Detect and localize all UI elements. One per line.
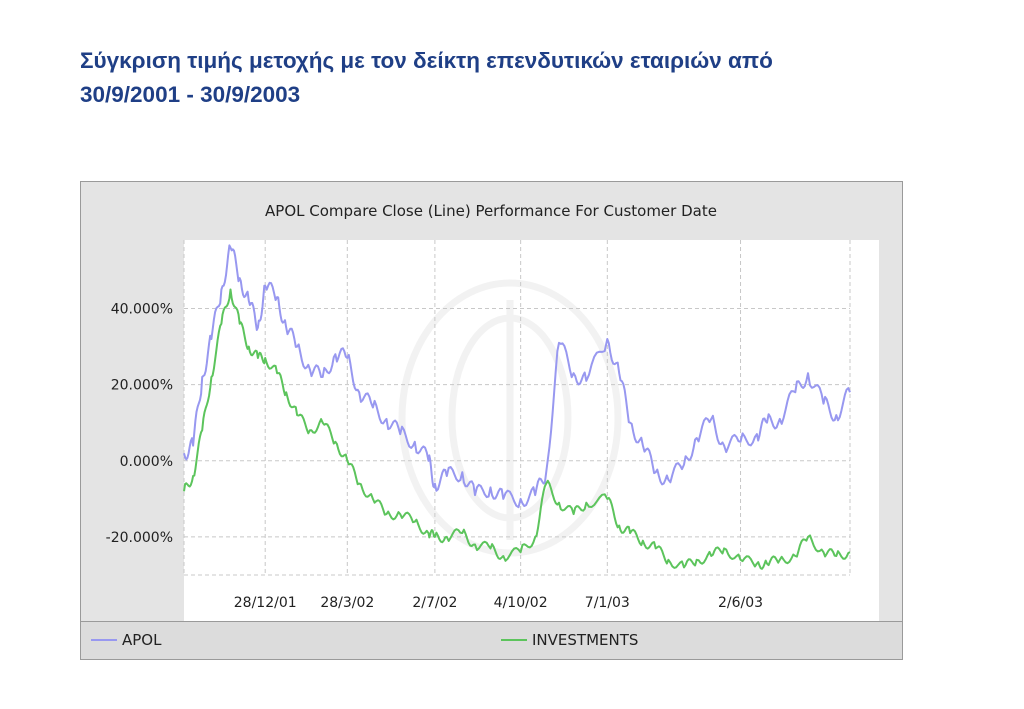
y-tick-label: 40.000%	[111, 302, 173, 318]
x-tick-label: 28/12/01	[234, 595, 297, 611]
y-tick-label: 20.000%	[111, 378, 173, 394]
x-tick-label: 2/7/02	[412, 595, 457, 611]
legend-item-investments: INVESTMENTS	[501, 631, 638, 649]
legend-label-investments: INVESTMENTS	[532, 631, 639, 649]
y-tick-label: 0.000%	[120, 454, 173, 470]
legend-swatch-apol	[91, 639, 117, 641]
series-lines	[183, 244, 851, 570]
y-tick-label: -20.000%	[106, 530, 173, 546]
legend-swatch-investments	[501, 639, 527, 641]
x-tick-label: 7/1/03	[585, 595, 630, 611]
legend-item-apol: APOL	[91, 631, 161, 649]
grid	[183, 240, 851, 576]
slide-title: Σύγκριση τιμής μετοχής με τον δείκτη επε…	[80, 44, 940, 112]
plot-area	[184, 240, 879, 621]
slide-title-line-2: 30/9/2001 - 30/9/2003	[80, 82, 301, 107]
series-line-investments	[183, 288, 851, 570]
chart-title: APOL Compare Close (Line) Performance Fo…	[265, 202, 717, 220]
x-tick-label: 28/3/02	[320, 595, 374, 611]
series-line-apol	[183, 244, 851, 509]
legend-label-apol: APOL	[122, 631, 162, 649]
x-tick-label: 4/10/02	[494, 595, 548, 611]
legend: APOL INVESTMENTS	[80, 621, 903, 660]
slide-title-line-1: Σύγκριση τιμής μετοχής με τον δείκτη επε…	[80, 48, 773, 73]
y-axis-ticks: 40.000% 20.000% 0.000% -20.000%	[106, 302, 173, 546]
x-tick-label: 2/6/03	[718, 595, 763, 611]
x-axis-ticks: 28/12/01 28/3/02 2/7/02 4/10/02 7/1/03 2/6/03	[234, 595, 763, 611]
